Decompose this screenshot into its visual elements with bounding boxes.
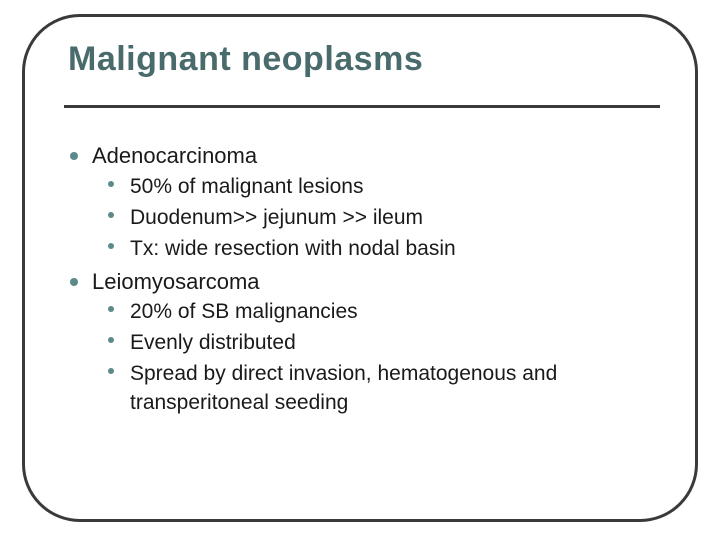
- bullet-icon: [108, 212, 114, 218]
- sub-list-item-label: 20% of SB malignancies: [126, 298, 658, 327]
- bullet-icon: [108, 181, 114, 187]
- sub-list-item-label: Tx: wide resection with nodal basin: [126, 235, 658, 264]
- bullet-icon: [70, 278, 78, 286]
- slide: Malignant neoplasms Adenocarcinoma 50% o…: [0, 0, 720, 540]
- bullet-icon: [108, 337, 114, 343]
- bullet-icon: [108, 306, 114, 312]
- title-underline: [64, 105, 660, 108]
- sub-list-item: Spread by direct invasion, hematogenous …: [126, 360, 658, 418]
- list-item-label: Adenocarcinoma: [88, 142, 658, 171]
- bullet-icon: [108, 243, 114, 249]
- sub-list-item-label: Duodenum>> jejunum >> ileum: [126, 204, 658, 233]
- sub-list-item: 50% of malignant lesions: [126, 173, 658, 202]
- slide-title: Malignant neoplasms: [68, 40, 423, 79]
- bullet-icon: [108, 368, 114, 374]
- sub-list-item-label: 50% of malignant lesions: [126, 173, 658, 202]
- bullet-icon: [70, 152, 78, 160]
- sub-list-item: Tx: wide resection with nodal basin: [126, 235, 658, 264]
- sub-list-item-label: Evenly distributed: [126, 329, 658, 358]
- sub-list-item: Evenly distributed: [126, 329, 658, 358]
- sub-list-item: Duodenum>> jejunum >> ileum: [126, 204, 658, 233]
- sub-list-item: 20% of SB malignancies: [126, 298, 658, 327]
- slide-content: Adenocarcinoma 50% of malignant lesions …: [88, 142, 658, 420]
- list-item: Adenocarcinoma 50% of malignant lesions …: [88, 142, 658, 264]
- sub-list-item-label: Spread by direct invasion, hematogenous …: [126, 360, 658, 418]
- list-item: Leiomyosarcoma 20% of SB malignancies Ev…: [88, 268, 658, 418]
- list-item-label: Leiomyosarcoma: [88, 268, 658, 297]
